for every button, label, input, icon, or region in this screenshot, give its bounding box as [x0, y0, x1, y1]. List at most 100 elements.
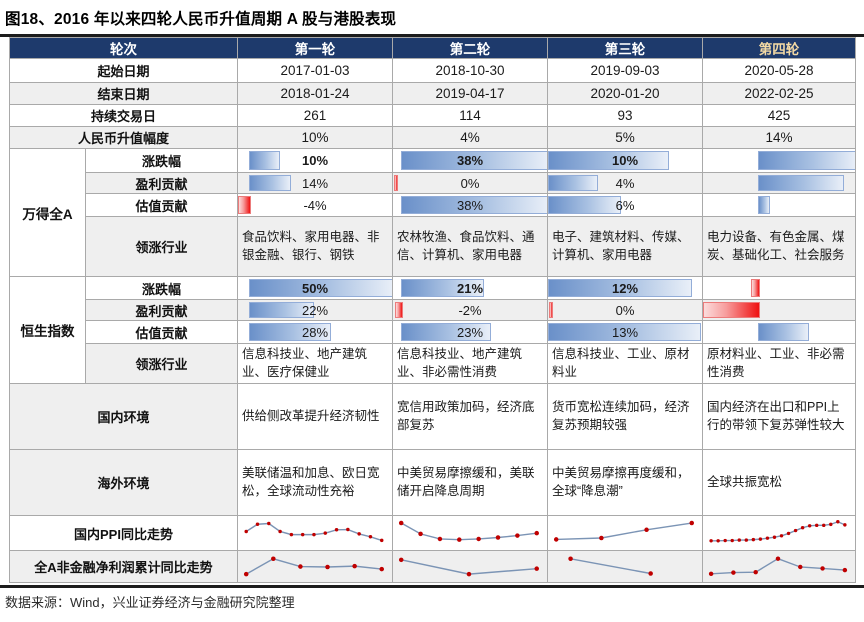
figure-title: 图18、2016 年以来四轮人民币升值周期 A 股与港股表现	[5, 11, 397, 28]
table-row: 海外环境 美联储温和加息、欧日宽松，全球流动性充裕 中美贸易摩擦缓和，美联储开启降息…	[9, 449, 856, 516]
metric-value: 12%	[611, 280, 639, 296]
metric-value: 0%	[615, 302, 635, 318]
info-value-cell: 10%	[237, 126, 393, 149]
data-bar	[400, 151, 547, 170]
metric-value: 10%	[611, 153, 639, 168]
metric-value-cell: 21%	[392, 276, 548, 300]
row-label: 国内PPI同比走势	[9, 515, 238, 551]
metric-value-cell: 13%	[547, 320, 703, 344]
metric-value-cell: 10%	[547, 148, 703, 173]
round-header: 第四轮	[702, 37, 856, 59]
info-value-cell: 2019-04-17	[392, 82, 548, 105]
info-value-cell: 2020-01-20	[547, 82, 703, 105]
metric-value-cell: 23%	[392, 320, 548, 344]
data-bar	[394, 302, 403, 318]
metric-value: 50%	[301, 280, 329, 296]
info-value-cell: 2018-10-30	[392, 58, 548, 83]
table-row: 估值贡献 28% 23% 13% 15%	[10, 320, 856, 344]
sparkline-cell	[392, 515, 548, 551]
info-value-cell: 2020-05-28	[702, 58, 856, 83]
metric-value: 21%	[456, 280, 484, 296]
text-cell: 电子、建筑材料、传媒、计算机、家用电器	[547, 216, 703, 277]
performance-table: 轮次 第一轮 第二轮 第三轮 第四轮 起始日期 2017-01-03 2018-10-30 20…	[9, 37, 856, 583]
table-row: 国内PPI同比走势	[9, 515, 856, 551]
metric-value: 38%	[456, 153, 484, 168]
info-value-cell: 14%	[702, 126, 856, 149]
row-label: 持续交易日	[9, 104, 238, 127]
data-bar	[758, 323, 809, 341]
text-cell: 电力设备、有色金属、煤炭、基础化工、社会服务	[702, 216, 856, 277]
metric-value-cell: 15%	[702, 320, 856, 344]
data-bar	[548, 151, 669, 170]
text-cell: 中美贸易摩擦缓和，美联储开启降息周期	[392, 449, 548, 516]
data-bar	[758, 175, 845, 191]
row-label: 估值贡献	[85, 193, 238, 217]
info-value-cell: 2018-01-24	[237, 82, 393, 105]
data-bar	[751, 279, 761, 297]
sparkline-chart	[708, 556, 848, 577]
data-bar	[249, 175, 292, 191]
data-bar	[400, 279, 484, 297]
metric-value: 6%	[615, 197, 635, 213]
metric-value: -2%	[458, 302, 482, 318]
metric-value: 14%	[301, 175, 329, 191]
data-bar	[703, 302, 761, 318]
row-label: 人民币升值幅度	[9, 126, 238, 149]
metric-value-cell: 10%	[237, 148, 393, 173]
text-cell: 宽信用政策加码，经济底部复苏	[392, 383, 548, 450]
data-bar	[393, 175, 398, 191]
data-bar	[548, 279, 692, 297]
metric-value-cell: 6%	[547, 193, 703, 217]
metric-value-cell: 0%	[392, 172, 548, 194]
index-group-label: 恒生指数	[9, 276, 86, 384]
data-bar	[249, 323, 332, 341]
row-label: 国内环境	[9, 383, 238, 450]
corner-header: 轮次	[9, 37, 238, 59]
metric-value-cell: 28%	[237, 320, 393, 344]
data-bar	[400, 323, 492, 341]
metric-value: 13%	[611, 324, 639, 340]
data-bar	[249, 302, 315, 318]
sparkline-cell	[237, 515, 393, 551]
info-value-cell: 114	[392, 104, 548, 127]
row-label: 全A非金融净利润累计同比走势	[9, 550, 238, 583]
text-cell: 供给侧改革提升经济韧性	[237, 383, 393, 450]
sparkline-chart	[709, 520, 847, 543]
data-bar	[548, 323, 701, 341]
metric-value-cell: 22%	[237, 299, 393, 321]
metric-value-cell: 38%	[392, 193, 548, 217]
metric-value: 28%	[301, 324, 329, 340]
info-value-cell: 2019-09-03	[547, 58, 703, 83]
metric-value-cell: 38%	[392, 148, 548, 173]
row-label: 领涨行业	[85, 343, 238, 384]
table-row: 估值贡献 -4% 38% 6% 3%	[10, 193, 856, 217]
sparkline-chart	[398, 557, 539, 577]
metric-value-cell: 14%	[237, 172, 393, 194]
row-label: 估值贡献	[85, 320, 238, 344]
sparkline-cell	[237, 550, 393, 583]
sparkline-chart	[568, 556, 653, 576]
data-bar	[249, 151, 280, 170]
round-header: 第三轮	[547, 37, 703, 59]
sparkline-cell	[702, 550, 856, 583]
sparkline-cell	[392, 550, 548, 583]
metric-value-cell: -4%	[237, 193, 393, 217]
metric-value-cell: 4%	[547, 172, 703, 194]
metric-value-cell: -17%	[702, 299, 856, 321]
text-cell: 农林牧渔、食品饮料、通信、计算机、家用电器	[392, 216, 548, 277]
table-row: 国内环境 供给侧改革提升经济韧性 宽信用政策加码，经济底部复苏 货币宽松连续加码，经济…	[9, 383, 856, 450]
table-bottom-line	[0, 585, 864, 588]
row-label: 结束日期	[9, 82, 238, 105]
sparkline-chart	[244, 521, 384, 543]
info-value-cell: 4%	[392, 126, 548, 149]
metric-value: 0%	[460, 175, 480, 191]
sparkline-chart	[243, 556, 384, 577]
sparkline-chart	[398, 520, 539, 542]
table-row: 领涨行业 信息科技业、地产建筑业、医疗保健业 信息科技业、地产建筑业、非必需性消费信…	[10, 343, 856, 384]
table-row: 结束日期 2018-01-24 2019-04-17 2020-01-20 2022-0…	[9, 82, 856, 105]
data-bar	[548, 196, 621, 214]
info-value-cell: 2022-02-25	[702, 82, 856, 105]
info-value-cell: 2017-01-03	[237, 58, 393, 83]
metric-value: 38%	[456, 197, 484, 213]
